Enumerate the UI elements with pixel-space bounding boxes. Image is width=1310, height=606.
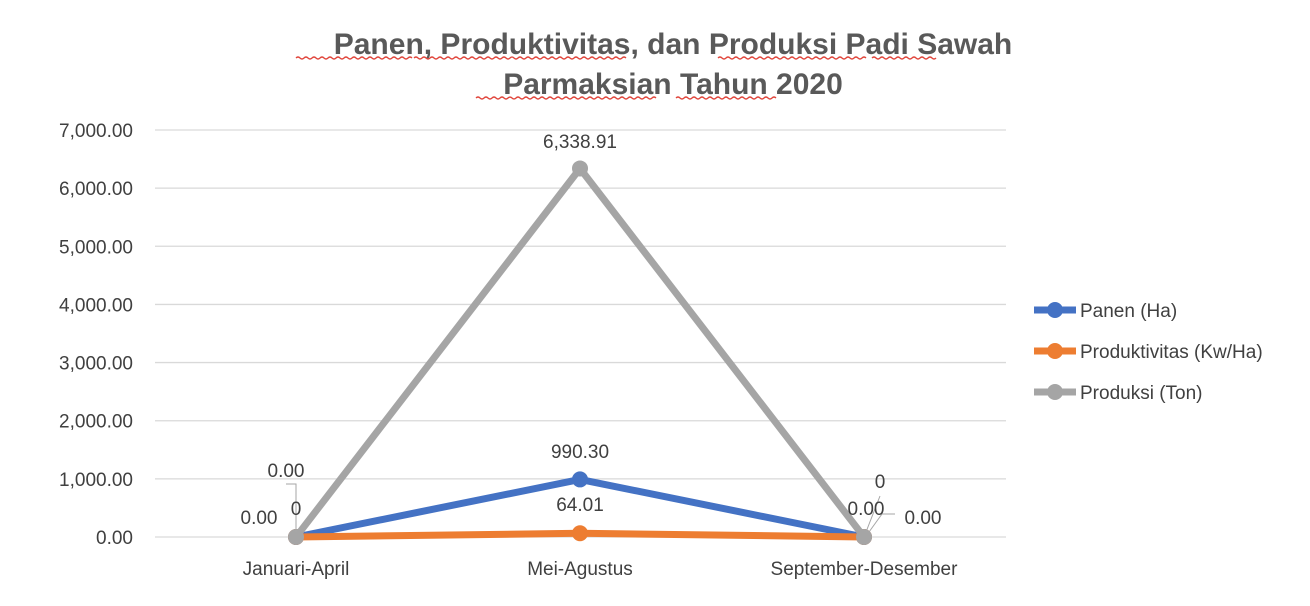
legend: Panen (Ha) Produktivitas (Kw/Ha) Produksi … — [1034, 301, 1263, 404]
y-tick-label: 1,000.00 — [59, 470, 133, 491]
leader-line — [865, 495, 881, 533]
data-point-marker — [572, 525, 588, 542]
series-1 — [288, 525, 872, 545]
spellcheck-underline — [295, 56, 413, 60]
legend-item: Produktivitas (Kw/Ha) — [1034, 342, 1263, 363]
data-point-marker — [572, 471, 588, 488]
y-tick-label: 7,000.00 — [59, 121, 133, 142]
y-tick-label: 6,000.00 — [59, 179, 133, 200]
data-label: 0.00 — [241, 508, 278, 529]
leader-line — [868, 513, 895, 533]
data-label-leader-lines — [286, 483, 895, 533]
data-point-marker — [856, 529, 872, 545]
data-label: 0.00 — [848, 499, 885, 520]
y-tick-label: 0.00 — [96, 528, 133, 549]
spellcheck-underline — [717, 56, 867, 60]
legend-label: Produktivitas (Kw/Ha) — [1080, 342, 1263, 363]
x-category-label: September-Desember — [771, 559, 959, 580]
spellcheck-underline — [475, 96, 657, 100]
y-tick-label: 2,000.00 — [59, 412, 133, 433]
series-lines — [288, 160, 872, 545]
chart-title-line-2: Parmaksian Tahun 2020 — [503, 68, 843, 101]
data-label: 0.00 — [905, 508, 942, 529]
y-tick-label: 3,000.00 — [59, 354, 133, 375]
y-tick-label: 5,000.00 — [59, 237, 133, 258]
y-axis-tick-labels: 0.00 1,000.00 2,000.00 3,000.00 4,000.00 5,00… — [59, 121, 133, 549]
legend-item: Produksi (Ton) — [1034, 383, 1203, 404]
x-category-label: Mei-Agustus — [527, 559, 633, 580]
legend-swatch-marker — [1047, 302, 1063, 318]
leader-line — [286, 483, 297, 532]
data-label: 0 — [875, 472, 886, 493]
legend-item: Panen (Ha) — [1034, 301, 1177, 322]
spellcheck-underline — [675, 96, 777, 100]
chart-title-line-1: Panen, Produktivitas, dan Produksi Padi … — [334, 28, 1013, 61]
spellcheck-underline — [871, 56, 937, 60]
data-label: 990.30 — [551, 442, 609, 463]
spellcheck-underline — [413, 56, 627, 60]
legend-swatch-marker — [1047, 384, 1063, 400]
data-label: 0.00 — [268, 461, 305, 482]
data-label: 0 — [291, 499, 302, 520]
y-tick-label: 4,000.00 — [59, 295, 133, 316]
chart-title: Panen, Produktivitas, dan Produksi Padi … — [295, 28, 1013, 101]
data-label: 6,338.91 — [543, 132, 617, 153]
data-labels: 0.00 990.30 0.00 0 64.01 0 0.00 6,338.91 0.00 — [241, 132, 942, 529]
gridlines — [155, 129, 1006, 538]
x-axis-category-labels: Januari-April Mei-Agustus September-Desemb… — [243, 559, 958, 580]
data-label: 64.01 — [556, 495, 604, 516]
legend-label: Panen (Ha) — [1080, 301, 1177, 322]
legend-label: Produksi (Ton) — [1080, 383, 1203, 404]
data-point-marker — [288, 529, 304, 545]
x-category-label: Januari-April — [243, 559, 350, 580]
series-2 — [288, 160, 872, 545]
data-point-marker — [572, 160, 588, 177]
legend-swatch-marker — [1047, 343, 1063, 359]
